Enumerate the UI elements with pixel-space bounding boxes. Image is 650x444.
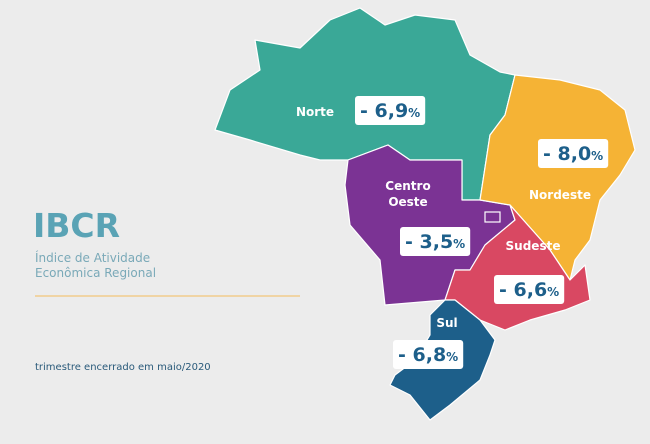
value-text: - 8,0% [543,143,603,165]
value-text: - 6,8% [398,344,458,366]
region-name: Sul [436,316,457,330]
region-name: Sudeste [506,239,561,253]
value-box [393,340,464,369]
value-box [400,227,471,256]
value: - 6,6 [499,279,547,301]
region-name: Nordeste [529,188,591,202]
value-label: - 6,9% [355,96,426,125]
unit: % [547,285,559,299]
value-box [355,96,426,125]
value-label: - 6,8% [393,340,464,369]
value-label: - 8,0% [538,139,609,168]
region-name: Norte [296,105,334,119]
value-label: - 3,5% [400,227,471,256]
value-box [538,139,609,168]
unit: % [453,237,465,251]
subtitle: Índice de Atividade [35,250,150,265]
unit: % [408,106,420,120]
title: IBCR [33,206,120,245]
value-label: - 6,6% [494,275,565,304]
unit: % [591,149,603,163]
value-box [494,275,565,304]
unit: % [446,350,458,364]
federal-district [484,211,501,223]
region-name: Centro Oeste [385,179,430,209]
region-nordeste [479,74,636,281]
value-text: - 6,6% [499,279,559,301]
value: - 6,9 [360,100,408,122]
value: - 6,8 [398,344,446,366]
value: - 3,5 [405,231,453,253]
value-text: - 3,5% [405,231,465,253]
value: - 8,0 [543,143,591,165]
subtitle: Econômica Regional [35,266,156,280]
value-text: - 6,9% [360,100,420,122]
note: trimestre encerrado em maio/2020 [35,362,211,373]
